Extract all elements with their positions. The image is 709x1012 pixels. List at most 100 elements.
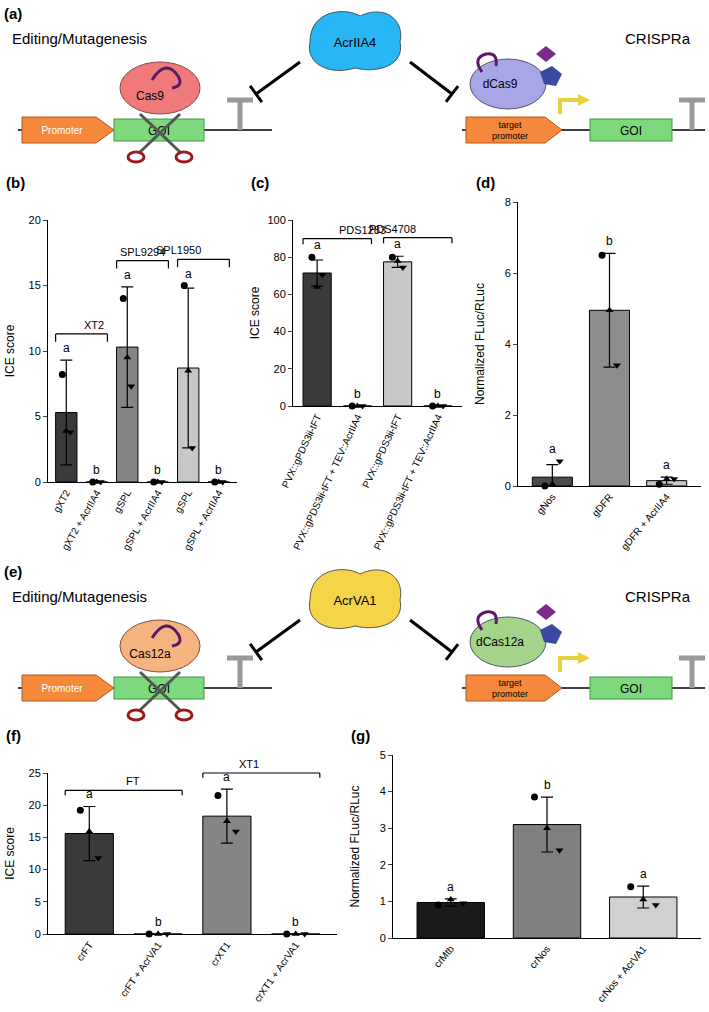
svg-text:a: a — [223, 770, 230, 784]
svg-text:ICE score: ICE score — [248, 286, 262, 339]
svg-text:AcrIIA4: AcrIIA4 — [334, 35, 377, 50]
svg-text:b: b — [154, 463, 161, 477]
svg-text:a: a — [63, 341, 70, 355]
svg-text:XT2: XT2 — [84, 319, 104, 331]
svg-text:60: 60 — [274, 288, 286, 300]
svg-text:gSPL: gSPL — [112, 488, 134, 515]
svg-text:gDFR + AcrIIA4: gDFR + AcrIIA4 — [619, 491, 673, 552]
svg-text:5: 5 — [35, 410, 41, 422]
svg-text:gSPL + AcrIIA4: gSPL + AcrIIA4 — [181, 488, 225, 553]
svg-text:a: a — [314, 238, 321, 252]
svg-text:PDS1283: PDS1283 — [339, 224, 386, 236]
svg-text:gDFR: gDFR — [590, 491, 615, 518]
svg-text:a: a — [86, 787, 93, 801]
svg-text:40: 40 — [274, 325, 286, 337]
svg-text:target: target — [498, 120, 522, 130]
svg-text:10: 10 — [29, 345, 41, 357]
svg-text:15: 15 — [29, 831, 41, 843]
svg-text:Cas9: Cas9 — [136, 89, 164, 103]
svg-text:crFT + AcrVA1: crFT + AcrVA1 — [118, 939, 164, 998]
svg-text:gSPL + AcrIIA4: gSPL + AcrIIA4 — [120, 488, 164, 553]
svg-text:100: 100 — [267, 214, 285, 226]
svg-text:PVX::gPDS3ii-tFT: PVX::gPDS3ii-tFT — [360, 412, 404, 489]
svg-text:crXT1: crXT1 — [208, 939, 233, 968]
svg-text:20: 20 — [29, 214, 41, 226]
svg-text:Normalized FLuc/RLuc: Normalized FLuc/RLuc — [473, 283, 487, 405]
svg-text:a: a — [394, 237, 401, 251]
svg-text:gXT2 + AcrIIA4: gXT2 + AcrIIA4 — [60, 488, 104, 552]
svg-text:crMtb: crMtb — [432, 943, 457, 970]
svg-text:10: 10 — [29, 863, 41, 875]
svg-text:1: 1 — [380, 895, 386, 907]
svg-text:0: 0 — [505, 480, 511, 492]
svg-text:ICE score: ICE score — [3, 324, 17, 377]
svg-text:SPL9294: SPL9294 — [120, 246, 165, 258]
svg-text:gSPL: gSPL — [173, 488, 195, 515]
svg-text:3: 3 — [380, 822, 386, 834]
svg-text:Promoter: Promoter — [41, 125, 83, 136]
svg-text:b: b — [292, 915, 299, 929]
svg-text:a: a — [185, 267, 192, 281]
svg-text:b: b — [606, 234, 613, 248]
svg-text:PVX::gPDS3ii-tFT + TEV::AcrIIA: PVX::gPDS3ii-tFT + TEV::AcrIIA4 — [291, 412, 364, 552]
svg-text:SPL1950: SPL1950 — [156, 244, 201, 256]
svg-text:AcrVA1: AcrVA1 — [333, 593, 376, 608]
svg-text:crXT1 + AcrVA1: crXT1 + AcrVA1 — [252, 939, 302, 1004]
svg-text:CRISPRa: CRISPRa — [625, 588, 691, 605]
svg-text:crNos: crNos — [527, 943, 552, 970]
svg-text:GOI: GOI — [620, 124, 642, 138]
svg-text:XT1: XT1 — [239, 758, 259, 770]
svg-text:gNos: gNos — [534, 491, 557, 516]
svg-text:b: b — [354, 387, 361, 401]
svg-text:4: 4 — [505, 338, 511, 350]
svg-text:8: 8 — [505, 196, 511, 208]
svg-text:20: 20 — [274, 363, 286, 375]
svg-text:promoter: promoter — [492, 689, 528, 699]
svg-text:(a): (a) — [4, 5, 22, 22]
svg-text:Editing/Mutagenesis: Editing/Mutagenesis — [12, 588, 147, 605]
svg-text:5: 5 — [380, 749, 386, 761]
svg-text:0: 0 — [35, 928, 41, 940]
svg-text:a: a — [549, 442, 556, 456]
svg-text:(e): (e) — [4, 563, 22, 580]
svg-text:ICE score: ICE score — [3, 827, 17, 880]
svg-text:gXT2: gXT2 — [51, 488, 73, 515]
svg-text:6: 6 — [505, 267, 511, 279]
svg-text:crNos + AcrVA1: crNos + AcrVA1 — [595, 943, 649, 1004]
svg-text:PDS4708: PDS4708 — [369, 223, 416, 235]
svg-text:5: 5 — [35, 896, 41, 908]
svg-text:Normalized FLuc/RLuc: Normalized FLuc/RLuc — [348, 785, 362, 907]
svg-text:PVX::gPDS3ii-tFT + TEV::AcrIIA: PVX::gPDS3ii-tFT + TEV::AcrIIA4 — [371, 412, 444, 552]
svg-text:25: 25 — [29, 767, 41, 779]
svg-text:0: 0 — [35, 476, 41, 488]
svg-text:b: b — [215, 463, 222, 477]
svg-text:crFT: crFT — [74, 940, 95, 963]
svg-text:0: 0 — [380, 932, 386, 944]
svg-text:promoter: promoter — [492, 131, 528, 141]
svg-text:GOI: GOI — [620, 682, 642, 696]
svg-text:4: 4 — [380, 785, 386, 797]
svg-text:PVX::gPDS3ii-tFT: PVX::gPDS3ii-tFT — [280, 412, 324, 489]
svg-text:Promoter: Promoter — [41, 683, 83, 694]
svg-text:15: 15 — [29, 279, 41, 291]
svg-text:b: b — [544, 778, 551, 792]
svg-text:80: 80 — [274, 251, 286, 263]
svg-text:b: b — [93, 463, 100, 477]
svg-text:a: a — [124, 268, 131, 282]
svg-text:dCas12a: dCas12a — [476, 635, 524, 649]
svg-text:target: target — [498, 678, 522, 688]
svg-text:20: 20 — [29, 799, 41, 811]
svg-text:0: 0 — [280, 400, 286, 412]
svg-text:Cas12a: Cas12a — [129, 647, 171, 661]
svg-text:dCas9: dCas9 — [483, 77, 518, 91]
svg-text:a: a — [640, 867, 647, 881]
svg-text:a: a — [447, 880, 454, 894]
svg-text:CRISPRa: CRISPRa — [625, 30, 691, 47]
svg-text:2: 2 — [505, 409, 511, 421]
svg-text:a: a — [663, 458, 670, 472]
svg-text:FT: FT — [126, 775, 140, 787]
svg-text:2: 2 — [380, 859, 386, 871]
svg-text:b: b — [155, 915, 162, 929]
svg-text:Editing/Mutagenesis: Editing/Mutagenesis — [12, 30, 147, 47]
svg-text:b: b — [434, 387, 441, 401]
